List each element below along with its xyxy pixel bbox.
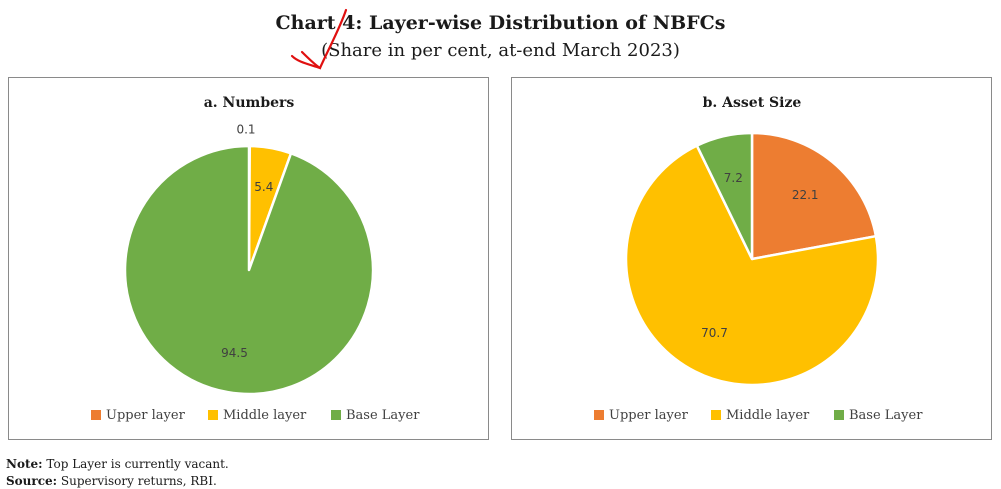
data-label-upper-layer: 0.1	[236, 122, 255, 136]
legend-swatch	[834, 410, 844, 420]
legend-item-middle-layer: Middle layer	[711, 408, 810, 423]
data-label-middle-layer: 70.7	[701, 326, 728, 340]
pie-title: b. Asset Size	[703, 95, 802, 111]
pie-slice-middle-layer	[624, 144, 880, 387]
chart-panel-asset-size: b. Asset Size 22.1 70.7 7.2 Upper layer Middl…	[511, 77, 992, 440]
legend-swatch	[711, 410, 721, 420]
legend-label: Base Layer	[849, 408, 923, 423]
legend-label: Base Layer	[346, 408, 420, 423]
data-label-base-layer: 7.2	[724, 171, 743, 185]
note-line: Note: Top Layer is currently vacant.	[6, 457, 229, 471]
pie-slice-upper-layer	[750, 131, 878, 261]
legend-swatch	[91, 410, 101, 420]
note-text: Top Layer is currently vacant.	[42, 457, 229, 471]
red-checkmark-annotation	[290, 8, 348, 70]
chart-panel-numbers: a. Numbers 0.1 5.4 94.5 Upper layer Middle la…	[8, 77, 489, 440]
legend-item-base-layer: Base Layer	[834, 408, 923, 423]
legend-label: Upper layer	[609, 408, 689, 423]
pie-slice-base-layer	[695, 131, 754, 261]
legend-item-middle-layer: Middle layer	[208, 408, 307, 423]
source-text: Supervisory returns, RBI.	[57, 474, 217, 488]
legend-item-upper-layer: Upper layer	[91, 408, 186, 423]
data-label-upper-layer: 22.1	[792, 188, 819, 202]
legend-swatch	[331, 410, 341, 420]
pie-title: a. Numbers	[204, 95, 295, 111]
pie-slice-base-layer	[123, 144, 375, 396]
source-label: Source:	[6, 474, 58, 488]
pie-chart-asset-size: b. Asset Size 22.1 70.7 7.2 Upper layer Middl…	[594, 95, 923, 423]
data-label-middle-layer: 5.4	[254, 180, 273, 194]
legend-swatch	[594, 410, 604, 420]
chart-subtitle: (Share in per cent, at-end March 2023)	[321, 40, 680, 61]
pie-chart-numbers: a. Numbers 0.1 5.4 94.5 Upper layer Middle la…	[91, 95, 420, 423]
note-label: Note:	[6, 457, 43, 471]
legend-label: Middle layer	[726, 408, 810, 423]
legend-label: Middle layer	[223, 408, 307, 423]
chart-title: Chart 4: Layer-wise Distribution of NBFC…	[275, 12, 726, 34]
legend-item-upper-layer: Upper layer	[594, 408, 689, 423]
data-label-base-layer: 94.5	[221, 346, 248, 360]
source-line: Source: Supervisory returns, RBI.	[6, 474, 217, 488]
legend-item-base-layer: Base Layer	[331, 408, 420, 423]
legend-swatch	[208, 410, 218, 420]
legend-label: Upper layer	[106, 408, 186, 423]
